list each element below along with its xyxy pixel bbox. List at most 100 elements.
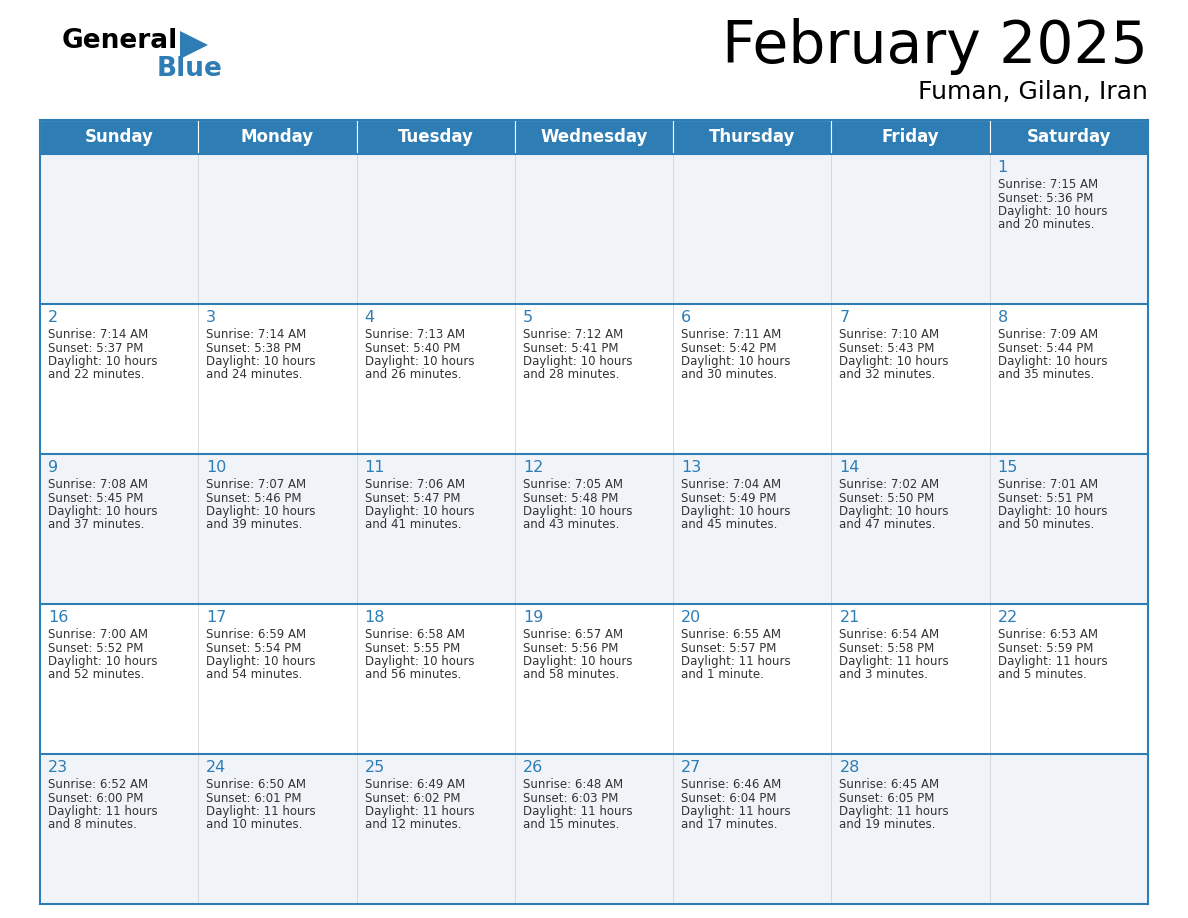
Text: Sunset: 6:01 PM: Sunset: 6:01 PM (207, 791, 302, 804)
Bar (514, 120, 674, 154)
Bar (674, 120, 832, 154)
Text: Daylight: 11 hours: Daylight: 11 hours (523, 805, 632, 818)
Text: Sunrise: 6:55 AM: Sunrise: 6:55 AM (681, 628, 782, 641)
Text: Sunset: 6:04 PM: Sunset: 6:04 PM (681, 791, 777, 804)
Text: Daylight: 10 hours: Daylight: 10 hours (840, 355, 949, 368)
Text: Daylight: 10 hours: Daylight: 10 hours (681, 505, 791, 518)
Text: Sunrise: 7:07 AM: Sunrise: 7:07 AM (207, 478, 307, 491)
Text: Sunset: 5:50 PM: Sunset: 5:50 PM (840, 491, 935, 505)
Text: and 54 minutes.: and 54 minutes. (207, 668, 303, 681)
Text: February 2025: February 2025 (722, 18, 1148, 75)
Text: Daylight: 10 hours: Daylight: 10 hours (48, 505, 158, 518)
Text: and 30 minutes.: and 30 minutes. (681, 368, 777, 382)
Text: Fuman, Gilan, Iran: Fuman, Gilan, Iran (918, 80, 1148, 104)
Text: Sunrise: 7:10 AM: Sunrise: 7:10 AM (840, 328, 940, 341)
Text: and 45 minutes.: and 45 minutes. (681, 519, 777, 532)
Text: and 58 minutes.: and 58 minutes. (523, 668, 619, 681)
Text: Daylight: 11 hours: Daylight: 11 hours (840, 655, 949, 668)
Text: Sunrise: 6:53 AM: Sunrise: 6:53 AM (998, 628, 1098, 641)
Text: 27: 27 (681, 760, 701, 775)
Text: and 17 minutes.: and 17 minutes. (681, 819, 778, 832)
Text: 16: 16 (48, 610, 69, 625)
Text: Daylight: 10 hours: Daylight: 10 hours (998, 505, 1107, 518)
Text: Sunset: 5:58 PM: Sunset: 5:58 PM (840, 642, 935, 655)
Text: and 35 minutes.: and 35 minutes. (998, 368, 1094, 382)
Text: Sunrise: 6:50 AM: Sunrise: 6:50 AM (207, 778, 307, 791)
Text: and 22 minutes.: and 22 minutes. (48, 368, 145, 382)
Text: Sunrise: 7:15 AM: Sunrise: 7:15 AM (998, 178, 1098, 191)
Text: Sunset: 5:59 PM: Sunset: 5:59 PM (998, 642, 1093, 655)
Text: and 8 minutes.: and 8 minutes. (48, 819, 137, 832)
Text: 28: 28 (840, 760, 860, 775)
Text: 21: 21 (840, 610, 860, 625)
Text: Sunset: 6:03 PM: Sunset: 6:03 PM (523, 791, 618, 804)
Text: Daylight: 10 hours: Daylight: 10 hours (48, 355, 158, 368)
Text: 6: 6 (681, 310, 691, 325)
Text: 19: 19 (523, 610, 543, 625)
Text: Sunset: 5:41 PM: Sunset: 5:41 PM (523, 341, 619, 354)
Text: 5: 5 (523, 310, 533, 325)
Text: Sunset: 5:43 PM: Sunset: 5:43 PM (840, 341, 935, 354)
Text: and 20 minutes.: and 20 minutes. (998, 218, 1094, 231)
Text: 26: 26 (523, 760, 543, 775)
Text: 24: 24 (207, 760, 227, 775)
Text: Sunrise: 7:09 AM: Sunrise: 7:09 AM (998, 328, 1098, 341)
Text: and 50 minutes.: and 50 minutes. (998, 519, 1094, 532)
Text: and 39 minutes.: and 39 minutes. (207, 519, 303, 532)
Text: Sunset: 6:00 PM: Sunset: 6:00 PM (48, 791, 144, 804)
Text: Sunrise: 7:13 AM: Sunrise: 7:13 AM (365, 328, 465, 341)
Text: Sunrise: 7:11 AM: Sunrise: 7:11 AM (681, 328, 782, 341)
Text: Sunrise: 6:57 AM: Sunrise: 6:57 AM (523, 628, 623, 641)
Text: and 41 minutes.: and 41 minutes. (365, 519, 461, 532)
Text: and 52 minutes.: and 52 minutes. (48, 668, 145, 681)
Text: 1: 1 (998, 160, 1007, 175)
Text: and 19 minutes.: and 19 minutes. (840, 819, 936, 832)
Text: Daylight: 11 hours: Daylight: 11 hours (840, 805, 949, 818)
Text: Daylight: 10 hours: Daylight: 10 hours (523, 505, 632, 518)
Bar (356, 120, 514, 154)
Text: Daylight: 10 hours: Daylight: 10 hours (998, 205, 1107, 218)
Text: 11: 11 (365, 460, 385, 475)
Text: Sunset: 5:49 PM: Sunset: 5:49 PM (681, 491, 777, 505)
Bar (40, 604, 1148, 754)
Text: Daylight: 11 hours: Daylight: 11 hours (365, 805, 474, 818)
Text: Sunset: 5:46 PM: Sunset: 5:46 PM (207, 491, 302, 505)
Text: 8: 8 (998, 310, 1007, 325)
Bar (40, 304, 1148, 454)
Text: and 1 minute.: and 1 minute. (681, 668, 764, 681)
Text: Sunday: Sunday (84, 128, 153, 146)
Text: Sunset: 5:56 PM: Sunset: 5:56 PM (523, 642, 618, 655)
Text: Sunset: 5:44 PM: Sunset: 5:44 PM (998, 341, 1093, 354)
Text: Sunset: 5:52 PM: Sunset: 5:52 PM (48, 642, 144, 655)
Text: Daylight: 10 hours: Daylight: 10 hours (207, 505, 316, 518)
Text: and 15 minutes.: and 15 minutes. (523, 819, 619, 832)
Text: Sunrise: 7:02 AM: Sunrise: 7:02 AM (840, 478, 940, 491)
Text: Sunrise: 7:06 AM: Sunrise: 7:06 AM (365, 478, 465, 491)
Bar (40, 454, 1148, 604)
Bar (990, 120, 1148, 154)
Text: and 43 minutes.: and 43 minutes. (523, 519, 619, 532)
Text: Sunrise: 7:12 AM: Sunrise: 7:12 AM (523, 328, 624, 341)
Text: 10: 10 (207, 460, 227, 475)
Text: Daylight: 10 hours: Daylight: 10 hours (840, 505, 949, 518)
Text: Sunset: 5:40 PM: Sunset: 5:40 PM (365, 341, 460, 354)
Bar (40, 154, 1148, 304)
Text: and 24 minutes.: and 24 minutes. (207, 368, 303, 382)
Text: Daylight: 11 hours: Daylight: 11 hours (998, 655, 1107, 668)
Text: Sunset: 5:48 PM: Sunset: 5:48 PM (523, 491, 618, 505)
Text: Monday: Monday (241, 128, 314, 146)
Text: Wednesday: Wednesday (541, 128, 647, 146)
Text: Tuesday: Tuesday (398, 128, 474, 146)
Text: Sunrise: 6:59 AM: Sunrise: 6:59 AM (207, 628, 307, 641)
Text: and 3 minutes.: and 3 minutes. (840, 668, 928, 681)
Text: Daylight: 10 hours: Daylight: 10 hours (365, 355, 474, 368)
Text: 22: 22 (998, 610, 1018, 625)
Text: 13: 13 (681, 460, 701, 475)
Text: Sunrise: 6:54 AM: Sunrise: 6:54 AM (840, 628, 940, 641)
Text: 4: 4 (365, 310, 374, 325)
Text: 14: 14 (840, 460, 860, 475)
Text: Sunset: 5:36 PM: Sunset: 5:36 PM (998, 192, 1093, 205)
Text: Sunrise: 7:00 AM: Sunrise: 7:00 AM (48, 628, 148, 641)
Text: Friday: Friday (881, 128, 940, 146)
Text: and 37 minutes.: and 37 minutes. (48, 519, 145, 532)
